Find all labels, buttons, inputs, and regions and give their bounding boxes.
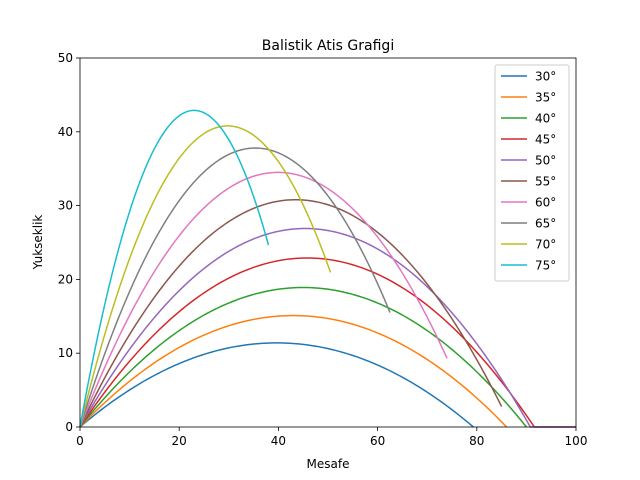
plot-area — [79, 57, 577, 428]
x-axis-ticks: 0 20 40 60 80 100 — [76, 427, 587, 448]
y-tick-label: 40 — [58, 125, 73, 139]
legend-label-40deg: 40° — [535, 112, 556, 126]
legend-label-70deg: 70° — [535, 238, 556, 252]
legend-label-65deg: 65° — [535, 217, 556, 231]
series-layer — [79, 109, 576, 428]
series-line-40deg — [79, 286, 527, 428]
series-line-50deg — [79, 227, 576, 428]
axes-frame — [79, 57, 577, 428]
x-tick-label: 100 — [565, 434, 588, 448]
y-axis-label: Yukseklik — [31, 215, 45, 271]
legend: 30° 35° 40° 45° 50° 55° 60° 65° 70° 75° — [494, 64, 570, 282]
x-tick-label: 40 — [271, 434, 286, 448]
series-line-30deg — [79, 342, 474, 428]
x-tick-label: 80 — [469, 434, 484, 448]
legend-label-30deg: 30° — [535, 70, 556, 84]
y-tick-label: 10 — [58, 346, 73, 360]
x-axis-label: Mesafe — [307, 457, 350, 471]
y-tick-label: 20 — [58, 272, 73, 286]
x-tick-label: 20 — [172, 434, 187, 448]
legend-label-35deg: 35° — [535, 91, 556, 105]
series-line-55deg — [79, 198, 503, 428]
legend-box — [494, 64, 570, 282]
series-line-75deg — [79, 109, 270, 428]
series-line-60deg — [79, 171, 448, 428]
legend-label-50deg: 50° — [535, 154, 556, 168]
x-tick-label: 0 — [76, 434, 84, 448]
series-line-70deg — [79, 125, 332, 428]
x-tick-label: 60 — [370, 434, 385, 448]
y-tick-label: 0 — [65, 420, 73, 434]
legend-label-75deg: 75° — [535, 259, 556, 273]
legend-label-55deg: 55° — [535, 175, 556, 189]
y-tick-label: 30 — [58, 199, 73, 213]
series-line-35deg — [79, 314, 508, 428]
y-tick-label: 50 — [58, 51, 73, 65]
legend-label-60deg: 60° — [535, 196, 556, 210]
y-axis-ticks: 0 10 20 30 40 50 — [58, 51, 80, 434]
chart-title: Balistik Atis Grafigi — [262, 38, 394, 54]
legend-label-45deg: 45° — [535, 133, 556, 147]
